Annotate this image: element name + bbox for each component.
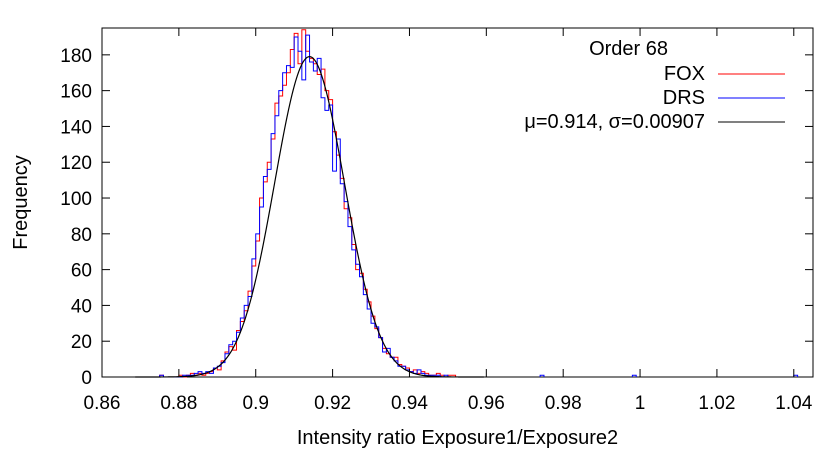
x-axis-label: Intensity ratio Exposure1/Exposure2 [297,427,618,449]
y-tick-label: 180 [60,46,92,67]
y-tick-label: 160 [60,82,92,103]
x-tick-label: 0.94 [391,393,428,414]
x-tick-label: 1.02 [698,393,735,414]
legend-heading: Order 68 [589,38,668,60]
legend-label: FOX [664,63,705,85]
y-tick-label: 80 [71,225,92,246]
x-tick-label: 0.88 [160,393,197,414]
y-tick-label: 40 [71,296,92,317]
y-axis-label: Frequency [10,155,32,250]
y-tick-label: 60 [71,261,92,282]
gaussian-fit-curve [135,56,484,378]
outlier-bin [631,374,637,377]
x-tick-label: 0.9 [243,393,269,414]
y-tick-label: 140 [60,117,92,138]
legend-label: μ=0.914, σ=0.00907 [524,111,705,133]
x-tick-label: 0.86 [84,393,121,414]
histogram-series-fox [159,29,464,378]
x-tick-label: 1.04 [775,393,812,414]
plot-frame [101,27,814,378]
x-tick-label: 1 [635,393,646,414]
y-tick-label: 120 [60,153,92,174]
outlier-bin [539,374,545,377]
histogram-series-drs [159,34,464,378]
plot-area [101,27,814,378]
x-tick-label: 0.92 [314,393,351,414]
x-tick-label: 0.96 [468,393,505,414]
legend-label: DRS [663,87,705,109]
y-axis: 0 20 40 60 80 100 120 140 160 180 [60,46,813,389]
x-axis: 0.86 0.88 0.9 0.92 0.94 0.96 0.98 1 1.02 1.04 [84,28,813,414]
y-tick-label: 0 [81,368,92,389]
y-tick-label: 100 [60,189,92,210]
x-tick-label: 0.98 [545,393,582,414]
y-tick-label: 20 [71,332,92,353]
